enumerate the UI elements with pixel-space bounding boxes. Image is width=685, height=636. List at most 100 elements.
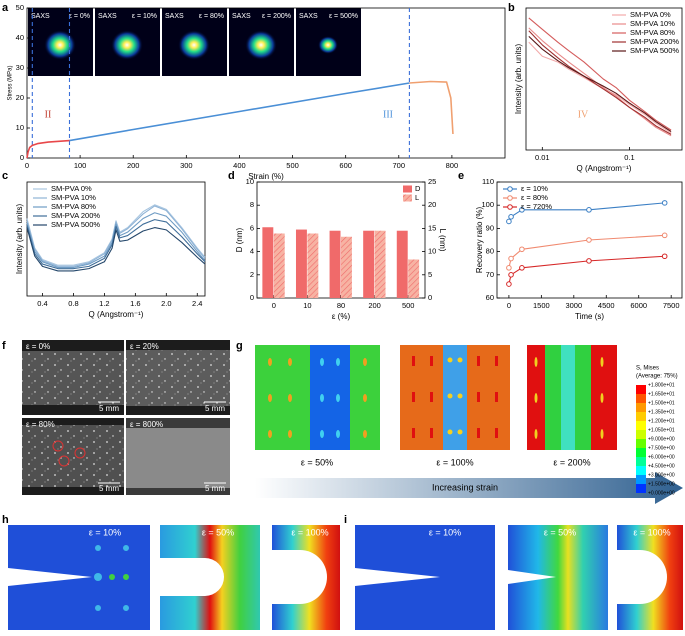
colorbar-label: +9.000e+00 [648,436,675,442]
x-tick-label: 200 [127,161,140,170]
y-axis-label: Intensity (arb. units) [15,204,24,275]
x-axis-label: Strain (%) [248,172,284,181]
data-point [508,272,514,278]
colorbar-label: +0.000e+00 [648,490,675,496]
ct-label: ε = 800% [130,420,163,429]
crack-notch [508,570,556,584]
saxs-source: SAXS [299,13,318,20]
data-line [26,205,206,267]
y-tick-label: 20 [16,93,24,102]
saxs-pattern [178,30,210,60]
data-point [586,258,592,264]
region-label: III [383,109,393,120]
y-tick-label: 2 [250,270,254,279]
data-point [586,237,592,243]
data-line [528,17,672,131]
fe-inclusions [94,545,129,611]
legend-label: D [415,184,421,193]
y-tick-label: 0 [20,153,24,162]
panel-letter: g [236,340,243,352]
y-tick-label: 100 [481,200,494,209]
fe-band [545,345,561,450]
y-axis-label: Stress (MPa) [8,65,14,100]
x-tick-label: 2.4 [192,299,202,308]
y-tick-label: 6 [250,223,254,232]
pore-circle [74,447,86,459]
fe-inclusions [109,574,129,580]
crack-simulations-h: ε = 10% ε = 50% ε = 100% [8,525,340,630]
arrow-label: Increasing strain [432,482,498,492]
legend-marker [507,204,513,210]
crack-notch [272,550,327,604]
x-tick-label: 0 [272,301,276,310]
data-point [519,246,525,253]
panel-letter: a [2,2,9,14]
saxs-pattern [318,36,338,54]
x-tick-label: 3000 [565,301,582,310]
colorbar-label: +1.500e+00 [648,481,675,487]
saxs-source: SAXS [98,13,117,20]
ct-images: ε = 0% ε = 20% ε = 80% ε = 800% 5 mm 5 m… [22,340,230,495]
crack-notch [355,568,440,586]
legend-marker [507,195,513,201]
ct-speckle [126,350,230,406]
colorbar-label: +1.200e+01 [648,418,675,424]
legend-swatch [403,194,412,202]
x-axis-label: ε (%) [332,312,351,321]
data-point [506,265,512,271]
crack-simulations-i: ε = 10% ε = 50% ε = 100% [355,525,683,630]
data-point [508,255,514,262]
ct-label: ε = 0% [26,342,50,351]
x-tick-label: 6000 [630,301,647,310]
panel-letter: d [228,170,235,182]
legend-label: ε = 720% [521,202,552,211]
plot-frame [26,181,206,297]
fe-band [575,345,591,450]
saxs-label: ε = 10% [132,13,157,20]
legend-label: SM-PVA 200% [51,211,100,220]
fe-label: ε = 10% [89,527,121,537]
saxs-label: ε = 0% [69,13,90,20]
x-tick-label: 80 [337,301,345,310]
fe-label: ε = 100% [436,457,473,467]
panel-letter: e [458,170,464,182]
fe-band [561,345,575,450]
x-axis-label: Q (Angstrom⁻¹) [577,164,632,173]
data-line [528,30,672,135]
bar [262,227,274,298]
legend-swatch [403,185,412,193]
y-tick-label: 30 [16,63,24,72]
colorbar-title: S, Mises [636,366,659,372]
y-tick-label: 10 [16,123,24,132]
legend-label: SM-PVA 0% [51,184,92,193]
legend-label: SM-PVA 10% [51,193,96,202]
data-line [26,139,70,159]
x-tick-label: 0.01 [535,153,550,162]
saxs-source: SAXS [31,13,50,20]
data-point [506,281,512,287]
colorbar-label: +1.350e+01 [648,409,675,415]
legend-label: ε = 10% [521,184,548,193]
ct-sample [126,428,230,488]
legend-marker [507,186,513,192]
ct-speckle [22,425,124,487]
colorbar-subtitle: (Average: 75%) [636,374,678,380]
y-tick-label: 40 [16,33,24,42]
fe-inclusions [268,358,367,438]
legend-label: L [415,193,419,202]
y-tick-label: 10 [246,177,254,186]
y2-tick-label: 0 [428,293,432,302]
saxs-source: SAXS [232,13,251,20]
data-point [508,214,514,220]
legend-label: SM-PVA 0% [630,10,671,19]
x-tick-label: 0.4 [37,299,47,308]
data-line [26,204,206,266]
y-axis-label: D (nm) [235,227,244,252]
ct-label: ε = 80% [26,420,55,429]
data-line [528,41,672,134]
y-tick-label: 50 [16,3,24,12]
fe-label: ε = 50% [202,527,234,537]
colorbar-label: +1.500e+01 [648,400,675,406]
fe-band [443,345,467,450]
data-line [528,27,672,137]
